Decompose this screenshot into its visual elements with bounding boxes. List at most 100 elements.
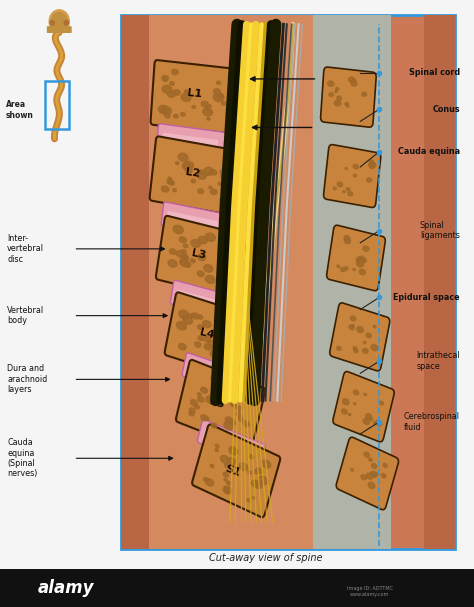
- Ellipse shape: [358, 256, 365, 262]
- Ellipse shape: [162, 75, 168, 81]
- FancyBboxPatch shape: [203, 429, 252, 458]
- Ellipse shape: [206, 396, 215, 404]
- Text: L4: L4: [198, 327, 215, 341]
- Ellipse shape: [180, 259, 189, 266]
- Ellipse shape: [175, 162, 179, 164]
- Text: Spinal cord: Spinal cord: [409, 69, 460, 77]
- Ellipse shape: [197, 172, 206, 179]
- Ellipse shape: [205, 233, 215, 242]
- Text: L2: L2: [185, 167, 201, 179]
- Ellipse shape: [350, 316, 356, 321]
- Ellipse shape: [191, 240, 201, 248]
- Ellipse shape: [220, 455, 229, 463]
- Ellipse shape: [210, 464, 214, 467]
- Ellipse shape: [205, 276, 215, 283]
- Ellipse shape: [228, 458, 236, 464]
- Ellipse shape: [176, 251, 184, 257]
- Ellipse shape: [231, 421, 236, 424]
- Ellipse shape: [236, 406, 242, 411]
- Ellipse shape: [364, 393, 366, 396]
- Ellipse shape: [363, 418, 370, 424]
- Text: Intrathecal
space: Intrathecal space: [416, 351, 460, 371]
- Ellipse shape: [341, 268, 345, 271]
- Ellipse shape: [337, 182, 343, 187]
- Ellipse shape: [237, 412, 241, 416]
- Ellipse shape: [200, 170, 204, 174]
- Ellipse shape: [337, 347, 341, 350]
- FancyBboxPatch shape: [176, 290, 229, 314]
- Ellipse shape: [361, 475, 366, 480]
- Ellipse shape: [356, 260, 364, 267]
- Ellipse shape: [169, 249, 176, 254]
- Ellipse shape: [253, 497, 256, 500]
- Ellipse shape: [222, 385, 228, 390]
- Ellipse shape: [343, 191, 345, 192]
- Ellipse shape: [374, 472, 378, 476]
- Ellipse shape: [345, 103, 348, 106]
- Text: Spinal
ligaments: Spinal ligaments: [420, 221, 460, 240]
- Ellipse shape: [173, 90, 180, 95]
- Ellipse shape: [345, 168, 347, 169]
- Ellipse shape: [192, 106, 196, 109]
- Ellipse shape: [239, 463, 248, 471]
- Ellipse shape: [218, 182, 222, 185]
- Ellipse shape: [248, 471, 252, 474]
- Ellipse shape: [373, 421, 376, 424]
- Ellipse shape: [211, 423, 217, 428]
- Ellipse shape: [228, 245, 234, 249]
- Text: L3: L3: [191, 249, 207, 261]
- Ellipse shape: [169, 181, 174, 185]
- Ellipse shape: [170, 81, 174, 85]
- Ellipse shape: [365, 413, 372, 419]
- Ellipse shape: [221, 359, 230, 367]
- FancyBboxPatch shape: [197, 419, 265, 467]
- Ellipse shape: [201, 415, 208, 421]
- Ellipse shape: [228, 361, 235, 368]
- Ellipse shape: [195, 405, 200, 409]
- Ellipse shape: [215, 444, 219, 447]
- Ellipse shape: [366, 178, 372, 182]
- Ellipse shape: [176, 322, 186, 330]
- Ellipse shape: [191, 179, 195, 183]
- Ellipse shape: [252, 480, 260, 487]
- Ellipse shape: [224, 326, 228, 330]
- Ellipse shape: [216, 279, 225, 287]
- Ellipse shape: [335, 100, 341, 106]
- Ellipse shape: [221, 172, 231, 181]
- FancyBboxPatch shape: [176, 360, 265, 450]
- Ellipse shape: [369, 164, 374, 169]
- Text: alamy: alamy: [38, 579, 95, 597]
- Bar: [424, 15, 455, 549]
- Ellipse shape: [201, 387, 208, 393]
- FancyBboxPatch shape: [164, 293, 255, 379]
- Circle shape: [52, 13, 67, 30]
- Ellipse shape: [204, 168, 214, 175]
- Bar: [121, 15, 152, 549]
- Ellipse shape: [184, 161, 193, 169]
- Ellipse shape: [217, 81, 220, 84]
- Text: Cauda equina: Cauda equina: [398, 148, 460, 156]
- Ellipse shape: [184, 262, 191, 267]
- Ellipse shape: [190, 314, 194, 317]
- Ellipse shape: [366, 473, 373, 479]
- Ellipse shape: [359, 270, 365, 274]
- Ellipse shape: [353, 79, 356, 81]
- Ellipse shape: [213, 332, 222, 340]
- Ellipse shape: [336, 87, 339, 90]
- Ellipse shape: [353, 268, 355, 271]
- FancyBboxPatch shape: [324, 144, 381, 208]
- Ellipse shape: [173, 114, 178, 118]
- Ellipse shape: [197, 393, 201, 396]
- Ellipse shape: [183, 244, 188, 248]
- Ellipse shape: [203, 108, 212, 116]
- Ellipse shape: [342, 409, 347, 414]
- Ellipse shape: [357, 327, 364, 333]
- Ellipse shape: [224, 354, 229, 359]
- Ellipse shape: [162, 86, 172, 93]
- Ellipse shape: [168, 177, 172, 180]
- Ellipse shape: [172, 69, 178, 75]
- Ellipse shape: [204, 344, 211, 350]
- Ellipse shape: [215, 449, 219, 452]
- Ellipse shape: [162, 186, 169, 192]
- Ellipse shape: [374, 325, 376, 328]
